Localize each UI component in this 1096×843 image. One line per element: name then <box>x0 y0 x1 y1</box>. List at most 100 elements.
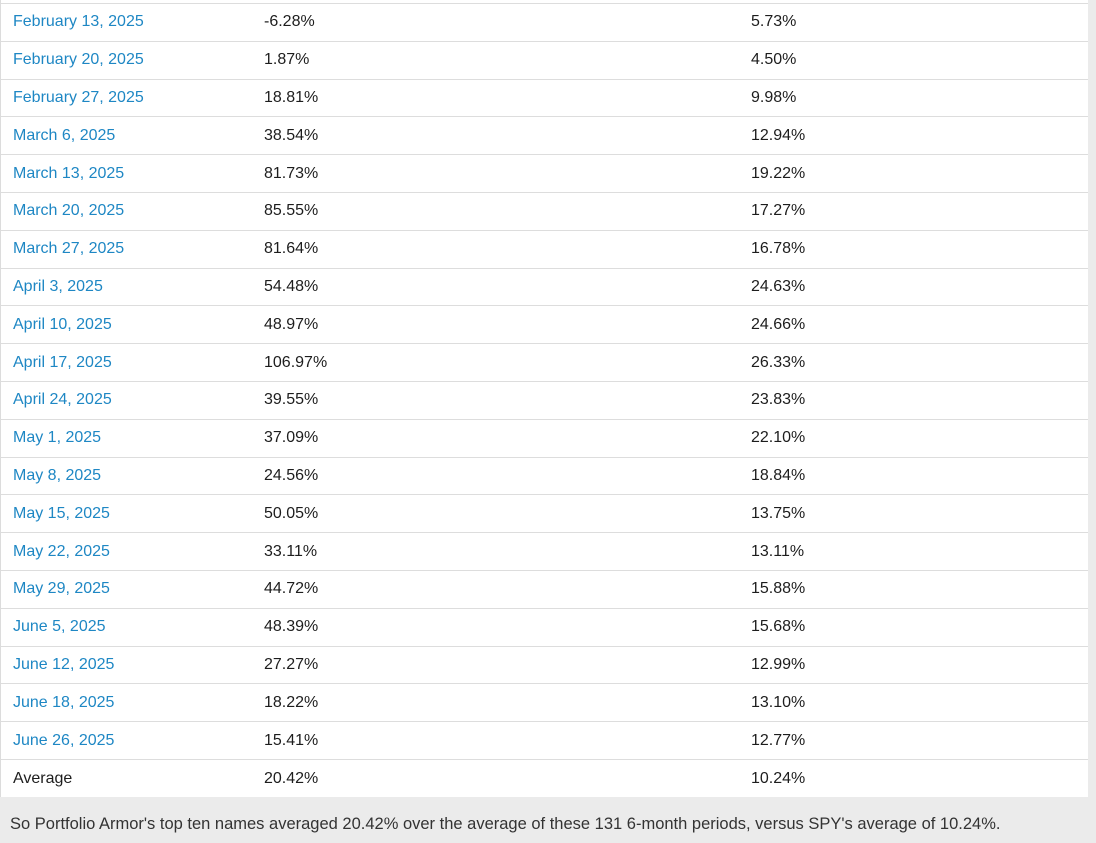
date-cell: May 22, 2025 <box>1 532 252 571</box>
table-row: March 6, 2025 38.54% 12.94% <box>1 116 1088 155</box>
spy-return-cell: 5.73% <box>739 3 1088 42</box>
table-row: June 5, 2025 48.39% 15.68% <box>1 607 1088 647</box>
top-ten-return-cell: 50.05% <box>252 494 739 533</box>
spy-return-cell: 17.27% <box>739 191 1088 231</box>
spy-return-cell: 15.88% <box>739 569 1088 609</box>
spy-return-cell: 24.66% <box>739 305 1088 344</box>
date-link[interactable]: April 24, 2025 <box>13 391 112 409</box>
table-row: June 26, 2025 15.41% 12.77% <box>1 721 1088 760</box>
average-top-ten-return-cell: 20.42% <box>252 758 739 797</box>
spy-return-cell: 4.50% <box>739 40 1088 80</box>
average-label-cell: Average <box>1 758 252 797</box>
date-cell: April 17, 2025 <box>1 343 252 382</box>
date-cell: February 27, 2025 <box>1 78 252 117</box>
date-link[interactable]: March 20, 2025 <box>13 202 125 220</box>
date-cell: May 8, 2025 <box>1 456 252 495</box>
top-ten-return-cell: 106.97% <box>252 343 739 382</box>
top-ten-return-cell: 54.48% <box>252 267 739 306</box>
date-cell: May 29, 2025 <box>1 569 252 609</box>
table-row: March 27, 2025 81.64% 16.78% <box>1 229 1088 269</box>
table-row: April 24, 2025 39.55% 23.83% <box>1 380 1088 420</box>
average-row: Average 20.42% 10.24% <box>1 758 1088 797</box>
table-row: May 22, 2025 33.11% 13.11% <box>1 532 1088 571</box>
top-ten-return-cell: 18.22% <box>252 683 739 722</box>
table-row: March 13, 2025 81.73% 19.22% <box>1 154 1088 193</box>
date-cell: May 15, 2025 <box>1 494 252 533</box>
spy-return-cell: 22.10% <box>739 418 1088 458</box>
date-cell: June 18, 2025 <box>1 683 252 722</box>
table-row: April 3, 2025 54.48% 24.63% <box>1 267 1088 306</box>
date-link[interactable]: May 15, 2025 <box>13 504 110 522</box>
date-link[interactable]: May 8, 2025 <box>13 466 102 484</box>
spy-return-cell: 16.78% <box>739 229 1088 269</box>
date-link[interactable]: June 5, 2025 <box>13 618 106 636</box>
date-cell: March 6, 2025 <box>1 116 252 155</box>
date-link[interactable]: May 22, 2025 <box>13 542 110 560</box>
spy-return-cell: 15.68% <box>739 607 1088 647</box>
summary-paragraph: So Portfolio Armor's top ten names avera… <box>0 797 1096 843</box>
table-row: April 10, 2025 48.97% 24.66% <box>1 305 1088 344</box>
spy-return-cell: 12.99% <box>739 645 1088 684</box>
table-row: February 13, 2025 -6.28% 5.73% <box>1 3 1088 42</box>
date-cell: May 1, 2025 <box>1 418 252 458</box>
top-ten-return-cell: 38.54% <box>252 116 739 155</box>
date-link[interactable]: March 6, 2025 <box>13 126 116 144</box>
top-ten-return-cell: 48.97% <box>252 305 739 344</box>
date-cell: April 10, 2025 <box>1 305 252 344</box>
top-ten-return-cell: 24.56% <box>252 456 739 495</box>
spy-return-cell: 19.22% <box>739 154 1088 193</box>
spy-return-cell: 13.75% <box>739 494 1088 533</box>
top-ten-return-cell: 81.64% <box>252 229 739 269</box>
top-ten-return-cell: 18.81% <box>252 78 739 117</box>
date-link[interactable]: February 20, 2025 <box>13 51 144 69</box>
top-ten-return-cell: 27.27% <box>252 645 739 684</box>
date-link[interactable]: June 18, 2025 <box>13 693 115 711</box>
date-link[interactable]: February 27, 2025 <box>13 88 144 106</box>
returns-table: February 13, 2025 -6.28% 5.73% February … <box>1 3 1088 797</box>
table-row: February 20, 2025 1.87% 4.50% <box>1 40 1088 80</box>
date-link[interactable]: April 3, 2025 <box>13 277 103 295</box>
average-spy-return-cell: 10.24% <box>739 758 1088 797</box>
spy-return-cell: 13.10% <box>739 683 1088 722</box>
table-row: May 15, 2025 50.05% 13.75% <box>1 494 1088 533</box>
summary-text: So Portfolio Armor's top ten names avera… <box>10 814 1001 833</box>
spy-return-cell: 12.94% <box>739 116 1088 155</box>
top-ten-return-cell: 39.55% <box>252 380 739 420</box>
top-ten-return-cell: 85.55% <box>252 191 739 231</box>
top-ten-return-cell: 48.39% <box>252 607 739 647</box>
date-cell: March 13, 2025 <box>1 154 252 193</box>
date-link[interactable]: March 13, 2025 <box>13 164 125 182</box>
spy-return-cell: 9.98% <box>739 78 1088 117</box>
spy-return-cell: 12.77% <box>739 721 1088 760</box>
date-cell: June 26, 2025 <box>1 721 252 760</box>
table-row: March 20, 2025 85.55% 17.27% <box>1 191 1088 231</box>
spy-return-cell: 18.84% <box>739 456 1088 495</box>
date-link[interactable]: June 12, 2025 <box>13 655 115 673</box>
date-cell: February 20, 2025 <box>1 40 252 80</box>
top-ten-return-cell: 1.87% <box>252 40 739 80</box>
top-ten-return-cell: 37.09% <box>252 418 739 458</box>
date-cell: March 20, 2025 <box>1 191 252 231</box>
table-row: February 27, 2025 18.81% 9.98% <box>1 78 1088 117</box>
date-link[interactable]: June 26, 2025 <box>13 731 115 749</box>
date-cell: March 27, 2025 <box>1 229 252 269</box>
date-link[interactable]: May 1, 2025 <box>13 429 102 447</box>
date-link[interactable]: April 17, 2025 <box>13 353 112 371</box>
date-link[interactable]: March 27, 2025 <box>13 240 125 258</box>
spy-return-cell: 23.83% <box>739 380 1088 420</box>
top-ten-return-cell: 15.41% <box>252 721 739 760</box>
table-row: June 12, 2025 27.27% 12.99% <box>1 645 1088 684</box>
top-ten-return-cell: 33.11% <box>252 532 739 571</box>
date-link[interactable]: May 29, 2025 <box>13 580 110 598</box>
spy-return-cell: 13.11% <box>739 532 1088 571</box>
date-link[interactable]: February 13, 2025 <box>13 13 144 31</box>
top-ten-return-cell: 81.73% <box>252 154 739 193</box>
table-row: May 29, 2025 44.72% 15.88% <box>1 569 1088 609</box>
date-cell: June 5, 2025 <box>1 607 252 647</box>
date-link[interactable]: April 10, 2025 <box>13 315 112 333</box>
date-cell: June 12, 2025 <box>1 645 252 684</box>
table-row: June 18, 2025 18.22% 13.10% <box>1 683 1088 722</box>
spy-return-cell: 26.33% <box>739 343 1088 382</box>
date-cell: February 13, 2025 <box>1 3 252 42</box>
date-cell: April 3, 2025 <box>1 267 252 306</box>
